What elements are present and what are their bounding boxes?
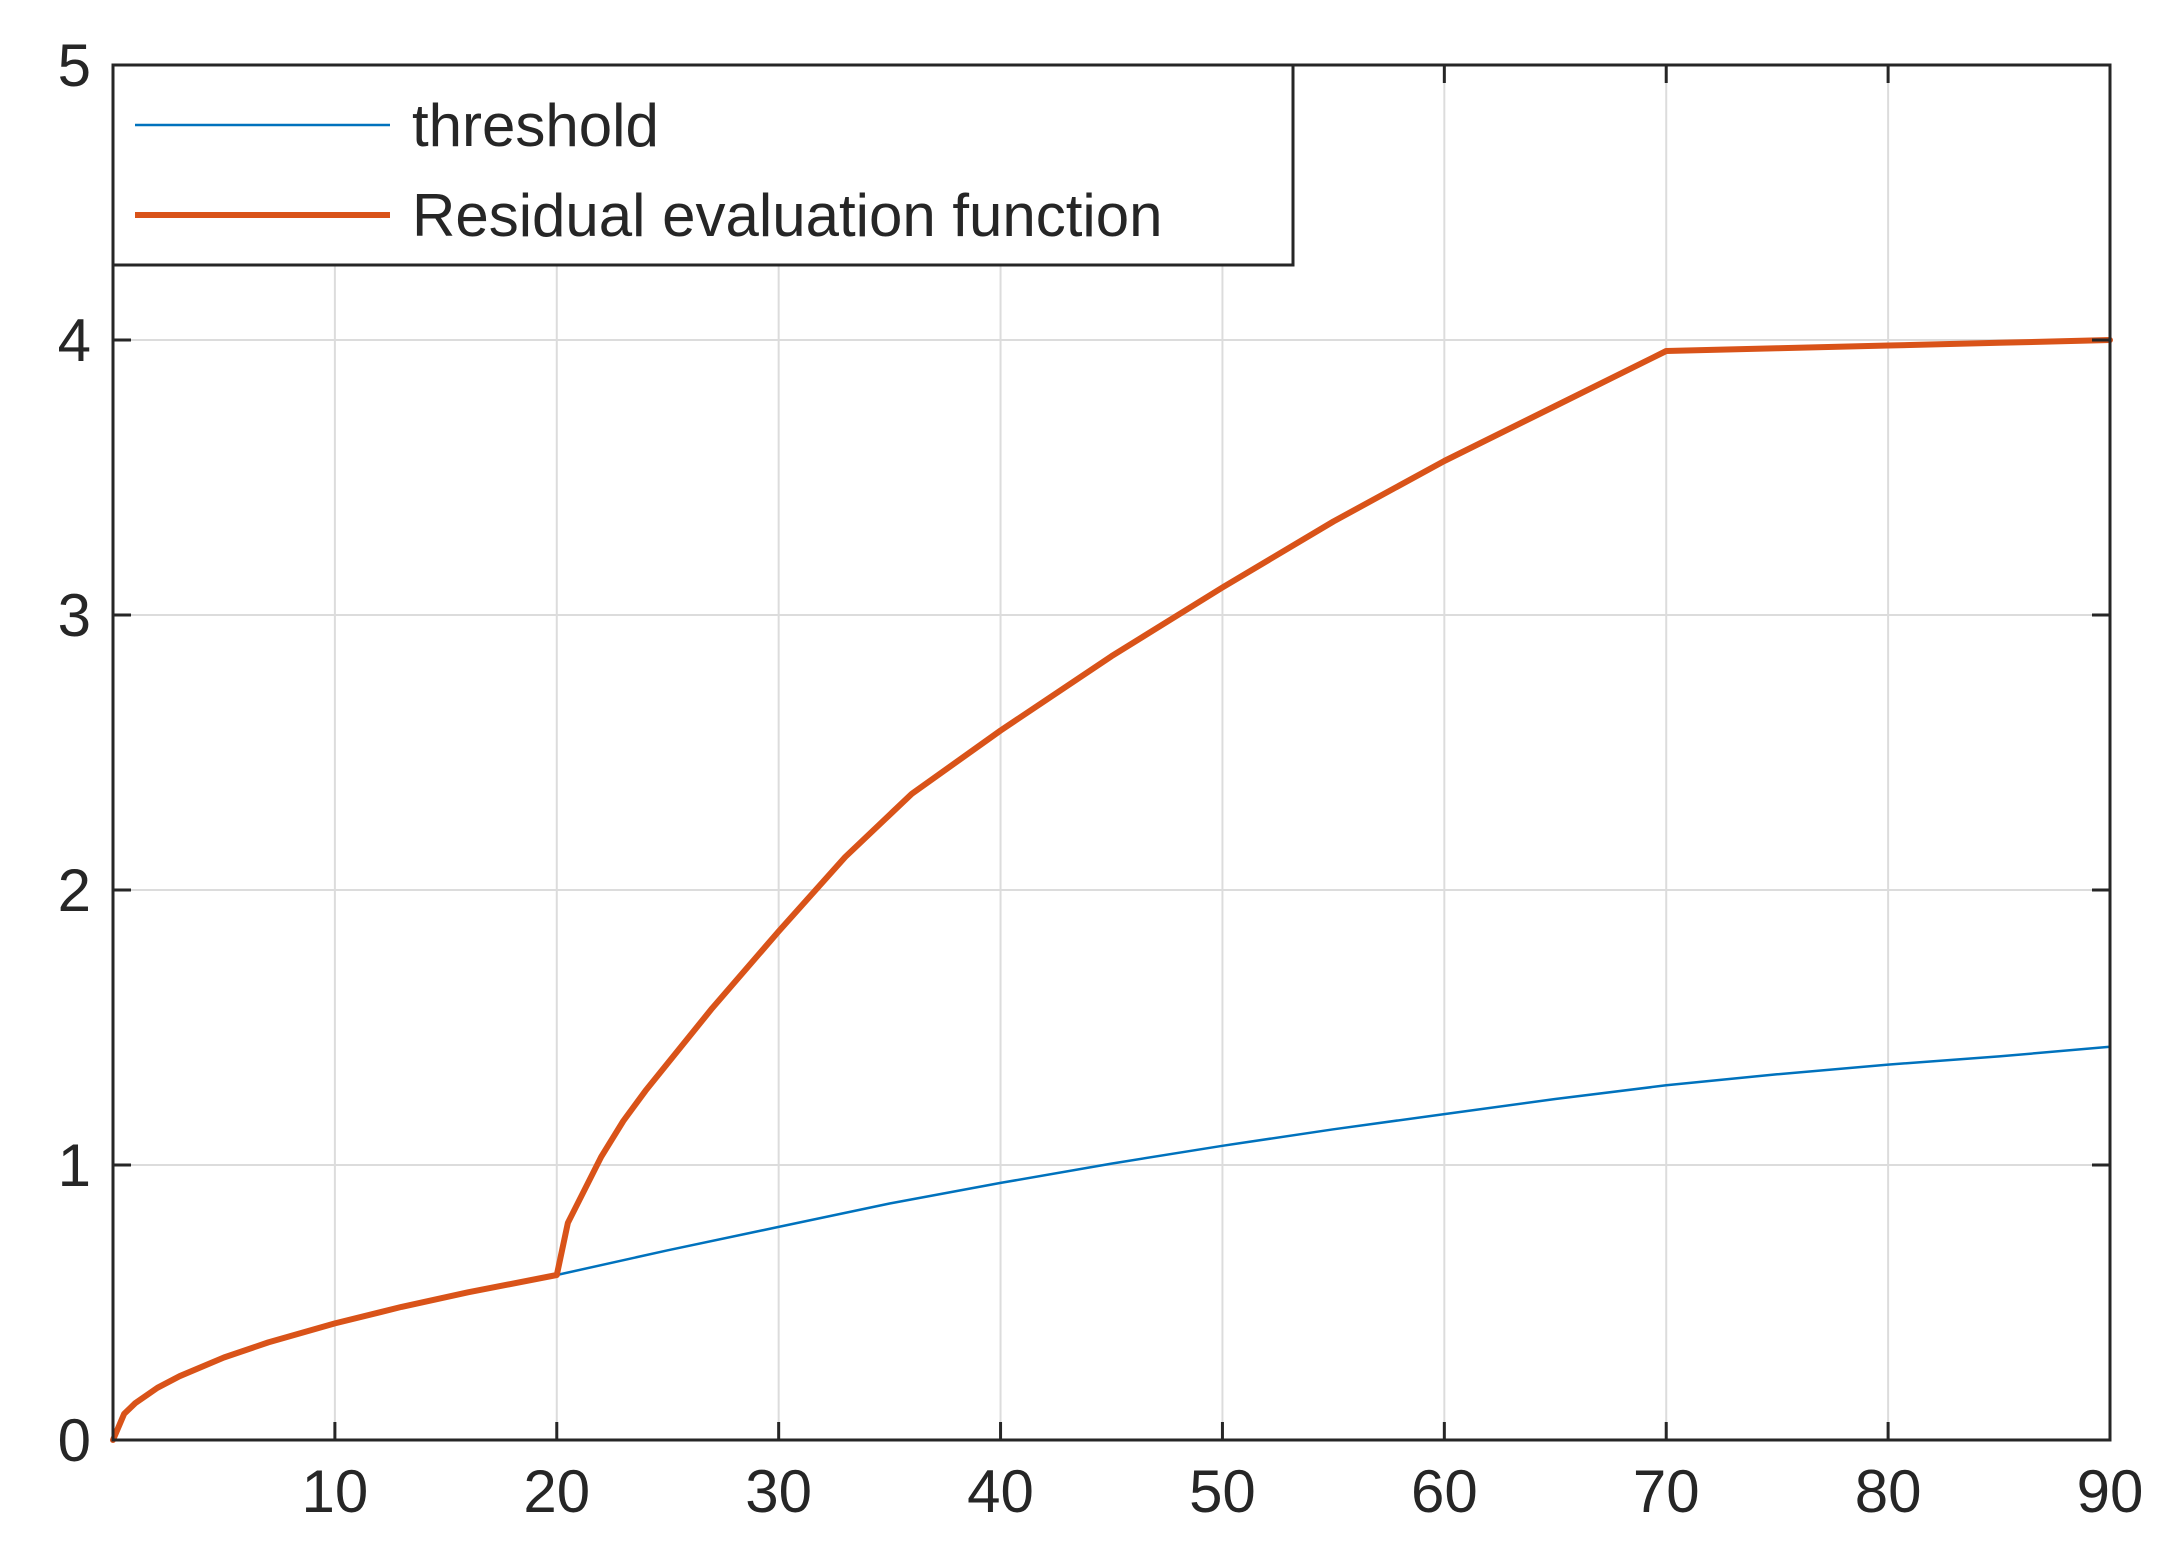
x-tick-label: 40 xyxy=(967,1458,1034,1525)
plot-background xyxy=(113,65,2110,1440)
x-tick-label: 60 xyxy=(1411,1458,1478,1525)
x-tick-label: 30 xyxy=(745,1458,812,1525)
x-tick-label: 70 xyxy=(1633,1458,1700,1525)
series-line-residual-evaluation-function xyxy=(110,337,2113,1443)
x-tick-label: 50 xyxy=(1189,1458,1256,1525)
y-tick-label: 2 xyxy=(58,857,91,924)
grid xyxy=(113,65,2110,1440)
y-tick-label: 1 xyxy=(58,1132,91,1199)
x-tick-label: 80 xyxy=(1855,1458,1922,1525)
legend: threshold Residual evaluation function xyxy=(111,63,1295,267)
x-tick-label: 20 xyxy=(523,1458,590,1525)
y-tick-label: 3 xyxy=(58,582,91,649)
x-tick-label: 90 xyxy=(2077,1458,2144,1525)
series-lines xyxy=(110,337,2113,1443)
y-tick-label: 0 xyxy=(58,1407,91,1474)
legend-box xyxy=(111,63,1295,267)
x-tick-label: 10 xyxy=(302,1458,369,1525)
y-tick-label: 5 xyxy=(58,32,91,99)
y-tick-label: 4 xyxy=(58,307,91,374)
legend-label: threshold xyxy=(412,92,659,159)
legend-label: Residual evaluation function xyxy=(412,182,1163,249)
axis-ticks: 10 20 30 40 50 60 70 80 90 0 1 2 3 4 5 xyxy=(58,32,2144,1525)
